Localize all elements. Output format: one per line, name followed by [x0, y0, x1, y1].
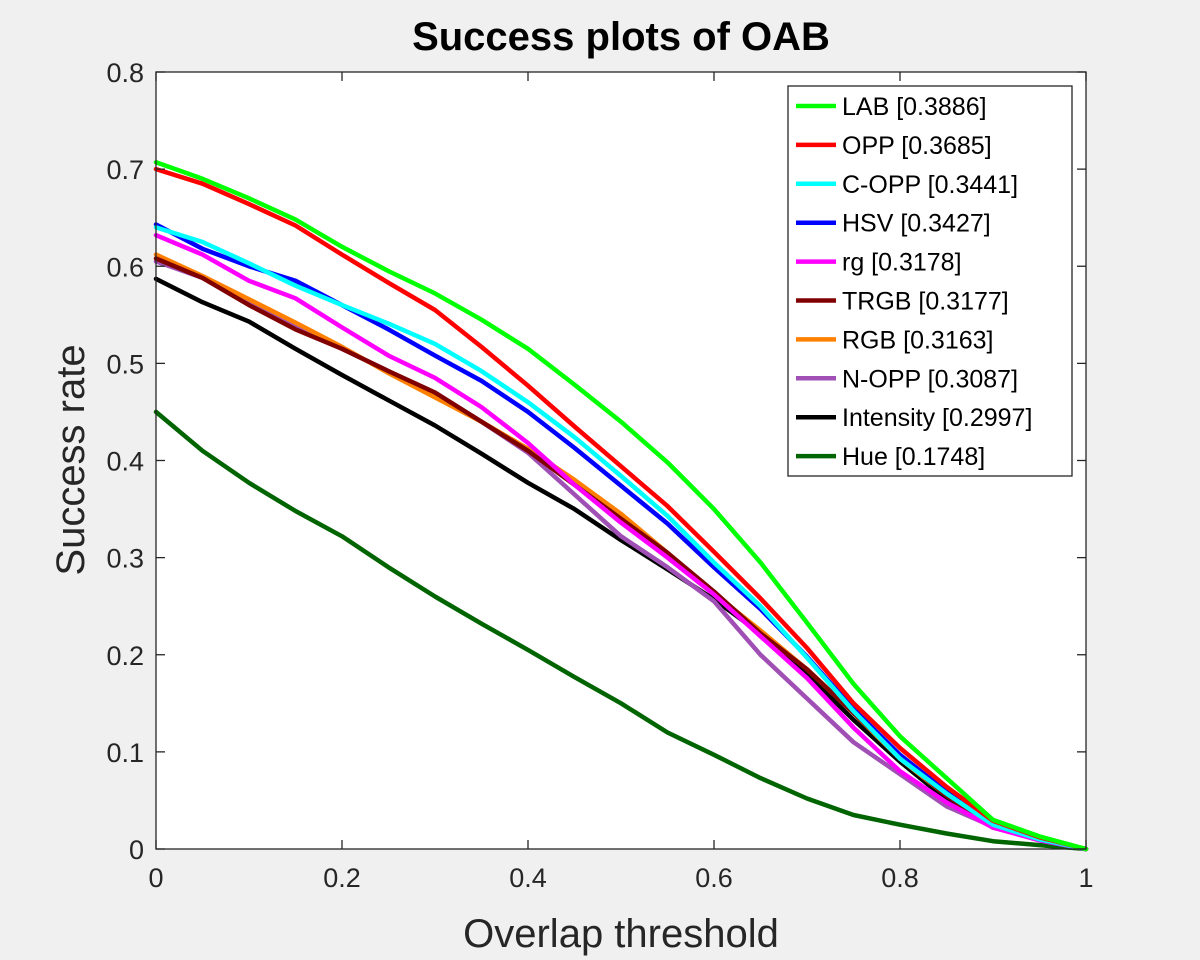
y-tick-label: 0.5	[106, 349, 144, 379]
series-line-c-opp	[153, 225, 1089, 852]
x-tick-label: 0.8	[881, 863, 919, 893]
legend-label-hsv: HSV [0.3427]	[842, 210, 991, 238]
y-tick-label: 0.8	[106, 58, 144, 88]
legend-label-intensity: Intensity [0.2997]	[842, 404, 1032, 432]
legend-box	[787, 85, 1073, 477]
x-axis-label: Overlap threshold	[463, 912, 779, 956]
ticks-layer: 0 0.2 0.4 0.6 0.8 1 0 0.1 0.2 0.3 0.4 0.5 0.6 0.7 0.8	[106, 58, 1093, 893]
legend-label-opp: OPP [0.3685]	[842, 132, 992, 160]
legend-label-trgb: TRGB [0.3177]	[842, 288, 1009, 316]
series-layer	[153, 160, 1089, 852]
legend-label-n-opp: N-OPP [0.3087]	[842, 365, 1018, 393]
x-tick-label: 0.2	[323, 863, 361, 893]
series-line-opp	[153, 166, 1089, 852]
series-line-intensity	[153, 276, 1089, 852]
y-tick-label: 0.1	[106, 738, 144, 768]
y-tick-label: 0.4	[106, 447, 144, 477]
y-axis-label: Success rate	[49, 344, 93, 575]
series-line-lab	[153, 160, 1089, 852]
legend-label-rg: rg [0.3178]	[842, 249, 962, 277]
x-tick-label: 0	[148, 863, 163, 893]
y-tick-label: 0.2	[106, 641, 144, 671]
series-line-hue	[153, 409, 1089, 852]
y-tick-label: 0.6	[106, 252, 144, 282]
x-tick-label: 0.4	[509, 863, 547, 893]
series-line-rg	[153, 232, 1089, 852]
legend-label-c-opp: C-OPP [0.3441]	[842, 171, 1018, 199]
legend: LAB [0.3886] OPP [0.3685] C-OPP [0.3441] HS…	[787, 85, 1073, 477]
chart-title: Success plots of OAB	[412, 15, 830, 59]
legend-label-hue: Hue [0.1748]	[842, 443, 985, 471]
y-tick-label: 0.3	[106, 544, 144, 574]
y-tick-label: 0.7	[106, 155, 144, 185]
legend-label-rgb: RGB [0.3163]	[842, 326, 993, 354]
y-tick-label: 0	[129, 835, 144, 865]
x-tick-label: 1	[1078, 863, 1093, 893]
legend-label-lab: LAB [0.3886]	[842, 93, 987, 121]
x-tick-label: 0.6	[695, 863, 733, 893]
